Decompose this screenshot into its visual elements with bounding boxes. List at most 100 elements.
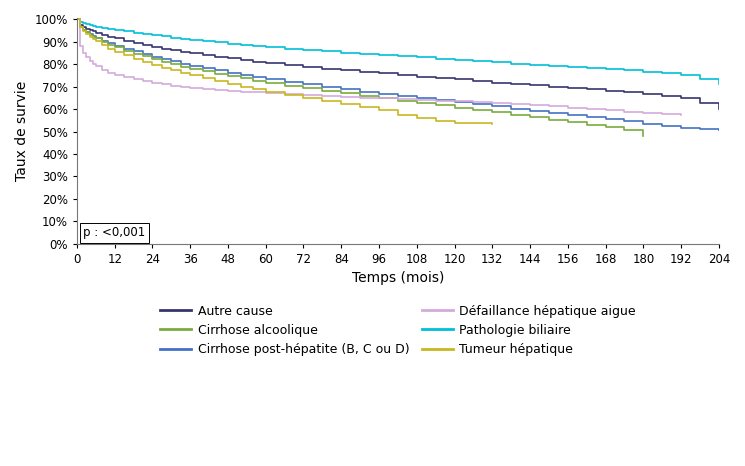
Cirrhose post-hépatite (B, C ou D): [696, 126, 705, 132]
Pathologie biliaire: [98, 25, 107, 31]
Autre cause: [582, 87, 591, 92]
Tumeur hépatique: [375, 107, 384, 113]
Cirrhose post-hépatite (B, C ou D): [620, 119, 629, 124]
Cirrhose alcoolique: [318, 88, 327, 94]
Défaillance hépatique aigue: [249, 89, 258, 95]
Tumeur hépatique: [177, 70, 186, 76]
Pathologie biliaire: [412, 55, 421, 60]
Autre cause: [431, 75, 440, 81]
Cirrhose post-hépatite (B, C ou D): [198, 65, 207, 71]
Autre cause: [186, 50, 194, 56]
Autre cause: [148, 44, 157, 49]
Pathologie biliaire: [545, 63, 554, 69]
Tumeur hépatique: [110, 49, 119, 55]
Cirrhose alcoolique: [236, 75, 245, 81]
Cirrhose alcoolique: [337, 90, 346, 96]
Pathologie biliaire: [211, 40, 220, 45]
Cirrhose post-hépatite (B, C ou D): [79, 27, 88, 33]
Cirrhose alcoolique: [280, 83, 289, 89]
Tumeur hépatique: [318, 99, 327, 104]
Tumeur hépatique: [412, 115, 421, 121]
Cirrhose alcoolique: [261, 80, 270, 86]
Cirrhose post-hépatite (B, C ou D): [714, 128, 723, 133]
Cirrhose alcoolique: [177, 64, 186, 69]
Autre cause: [211, 54, 220, 60]
Autre cause: [139, 42, 148, 48]
Autre cause: [412, 74, 421, 79]
Cirrhose post-hépatite (B, C ou D): [148, 54, 157, 59]
Pathologie biliaire: [638, 69, 647, 75]
Pathologie biliaire: [82, 21, 91, 27]
Cirrhose alcoolique: [72, 16, 81, 22]
Pathologie biliaire: [85, 22, 94, 28]
Cirrhose post-hépatite (B, C ou D): [157, 56, 166, 62]
Tumeur hépatique: [224, 81, 232, 87]
Cirrhose post-hépatite (B, C ou D): [507, 106, 516, 111]
Défaillance hépatique aigue: [507, 102, 516, 107]
Tumeur hépatique: [88, 36, 97, 42]
Tumeur hépatique: [431, 118, 440, 123]
Défaillance hépatique aigue: [393, 96, 402, 102]
Cirrhose post-hépatite (B, C ou D): [92, 35, 101, 41]
Défaillance hépatique aigue: [79, 51, 88, 56]
Autre cause: [76, 22, 85, 28]
Pathologie biliaire: [355, 51, 364, 56]
Tumeur hépatique: [393, 112, 402, 118]
Défaillance hépatique aigue: [601, 108, 610, 113]
Pathologie biliaire: [375, 52, 384, 58]
Tumeur hépatique: [139, 59, 148, 65]
Pathologie biliaire: [72, 16, 81, 22]
Défaillance hépatique aigue: [563, 105, 572, 110]
Défaillance hépatique aigue: [525, 103, 534, 108]
Autre cause: [525, 82, 534, 88]
Pathologie biliaire: [601, 66, 610, 72]
Cirrhose alcoolique: [375, 96, 384, 101]
Autre cause: [714, 106, 723, 112]
Défaillance hépatique aigue: [318, 93, 327, 99]
Cirrhose alcoolique: [186, 66, 194, 72]
Autre cause: [696, 100, 705, 106]
Line: Cirrhose post-hépatite (B, C ou D): Cirrhose post-hépatite (B, C ou D): [77, 19, 719, 130]
Cirrhose post-hépatite (B, C ou D): [601, 116, 610, 122]
Défaillance hépatique aigue: [198, 86, 207, 91]
Défaillance hépatique aigue: [148, 80, 157, 86]
Cirrhose alcoolique: [249, 78, 258, 83]
Pathologie biliaire: [431, 56, 440, 62]
Autre cause: [601, 88, 610, 94]
Line: Défaillance hépatique aigue: Défaillance hépatique aigue: [77, 19, 681, 115]
Cirrhose post-hépatite (B, C ou D): [488, 103, 497, 109]
Cirrhose post-hépatite (B, C ou D): [525, 108, 534, 113]
Défaillance hépatique aigue: [92, 64, 101, 69]
Cirrhose alcoolique: [139, 54, 148, 59]
Cirrhose post-hépatite (B, C ou D): [186, 63, 194, 69]
Défaillance hépatique aigue: [469, 100, 478, 105]
Tumeur hépatique: [167, 68, 176, 73]
Autre cause: [104, 34, 113, 40]
Cirrhose alcoolique: [299, 85, 308, 91]
Autre cause: [638, 91, 647, 97]
X-axis label: Temps (mois): Temps (mois): [352, 271, 444, 285]
Cirrhose post-hépatite (B, C ou D): [393, 93, 402, 99]
Cirrhose alcoolique: [129, 51, 138, 56]
Cirrhose post-hépatite (B, C ou D): [177, 61, 186, 66]
Autre cause: [88, 28, 97, 34]
Pathologie biliaire: [261, 44, 270, 50]
Cirrhose post-hépatite (B, C ou D): [563, 112, 572, 118]
Autre cause: [393, 72, 402, 78]
Défaillance hépatique aigue: [375, 96, 384, 101]
Défaillance hépatique aigue: [157, 82, 166, 87]
Défaillance hépatique aigue: [355, 95, 364, 101]
Tumeur hépatique: [82, 31, 91, 37]
Défaillance hépatique aigue: [85, 58, 94, 64]
Cirrhose alcoolique: [507, 112, 516, 117]
Cirrhose post-hépatite (B, C ou D): [280, 79, 289, 85]
Cirrhose alcoolique: [355, 93, 364, 99]
Pathologie biliaire: [393, 54, 402, 59]
Pathologie biliaire: [525, 62, 534, 68]
Défaillance hépatique aigue: [211, 87, 220, 93]
Cirrhose alcoolique: [563, 119, 572, 125]
Défaillance hépatique aigue: [129, 76, 138, 82]
Défaillance hépatique aigue: [224, 88, 232, 94]
Autre cause: [545, 84, 554, 89]
Cirrhose alcoolique: [224, 73, 232, 79]
